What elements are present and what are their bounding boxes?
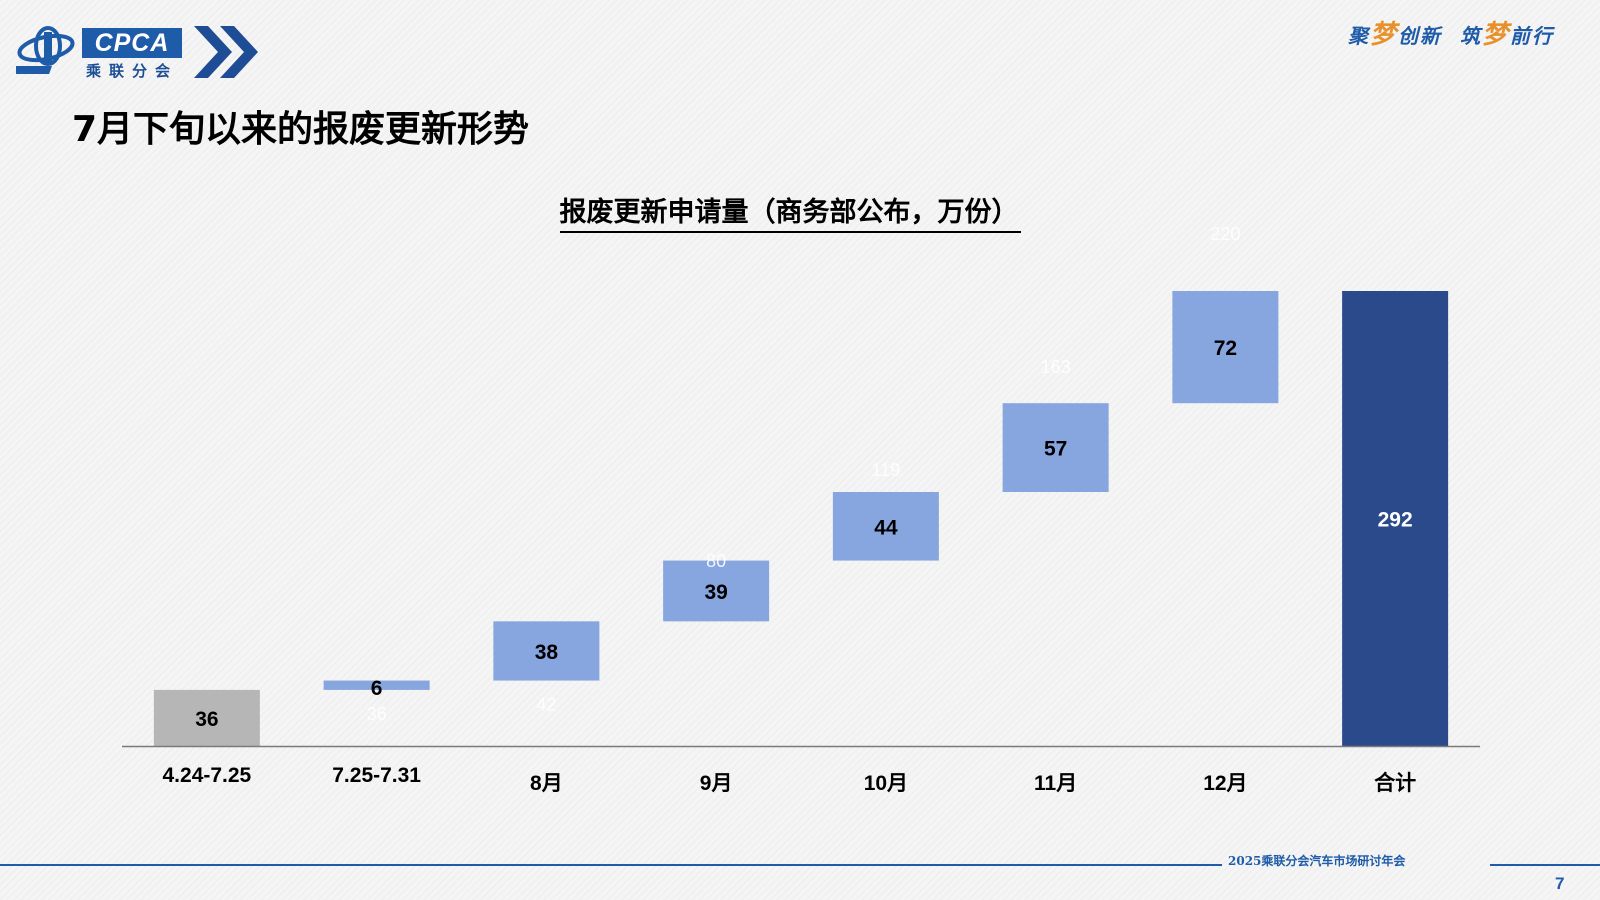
bar-base-label: 80: [706, 551, 726, 571]
footer-divider: [0, 864, 1600, 866]
bar-value-label: 39: [704, 581, 727, 604]
bar-value-label: 44: [874, 516, 898, 539]
page-title: 7月下旬以来的报废更新形势: [72, 109, 530, 150]
x-tick-label: 10月: [864, 772, 908, 795]
x-tick-label: 4.24-7.25: [163, 764, 252, 787]
slogan-part: 创新: [1398, 24, 1443, 48]
x-tick-label: 7.25-7.31: [332, 764, 421, 787]
double-chevron-icon: [194, 26, 258, 78]
slogan-part: 前行: [1510, 24, 1554, 48]
cpca-globe-logo-icon: [16, 26, 75, 74]
x-tick-label: 9月: [700, 772, 733, 795]
bar-value-label: 57: [1044, 438, 1067, 461]
x-tick-label: 12月: [1203, 772, 1247, 795]
slogan-part: 筑: [1459, 24, 1482, 48]
bar-increment: [832, 492, 939, 561]
bar-base-label: 36: [367, 704, 387, 724]
bar-value-label: 6: [371, 677, 383, 700]
logo-text: CPCA: [82, 28, 182, 58]
page-number: 7: [1555, 874, 1565, 893]
slogan-part: 聚: [1348, 24, 1371, 48]
footer-event-name: 2025乘联分会汽车市场研讨年会: [1228, 854, 1406, 868]
slogan: 聚梦创新 筑梦前行: [1348, 14, 1554, 51]
bar-increment: [493, 621, 600, 681]
bar-increment: [323, 680, 430, 690]
chart-title: 报废更新申请量（商务部公布，万份）: [559, 190, 1021, 233]
x-tick-label: 合计: [1374, 771, 1416, 795]
bar-increment: [663, 560, 770, 622]
x-tick-label: 8月: [530, 772, 563, 795]
bar-base-label: 119: [872, 460, 901, 480]
bar-value-label: 292: [1378, 509, 1413, 532]
bar-base-label: 163: [1041, 357, 1071, 377]
slogan-highlight: 梦: [1481, 20, 1510, 50]
x-tick-label: 11月: [1034, 772, 1077, 795]
waterfall-chart: 36 4.24-7.25 6 36 7.25-7.31 38 42 8月 39 80 9月 44 119…: [122, 224, 1480, 795]
bar-value-label: 72: [1214, 337, 1237, 360]
bar-value-label: 36: [195, 708, 218, 731]
bar-initial: [153, 689, 260, 746]
bar-base-label: 42: [536, 695, 556, 715]
bar-value-label: 38: [535, 641, 559, 664]
bar-total: [1342, 291, 1449, 746]
bar-base-label: 220: [1210, 224, 1240, 244]
slogan-highlight: 梦: [1370, 20, 1399, 50]
bar-increment: [1002, 403, 1109, 493]
bar-increment: [1172, 291, 1279, 404]
logo-chinese-name: 乘联分会: [86, 62, 179, 80]
